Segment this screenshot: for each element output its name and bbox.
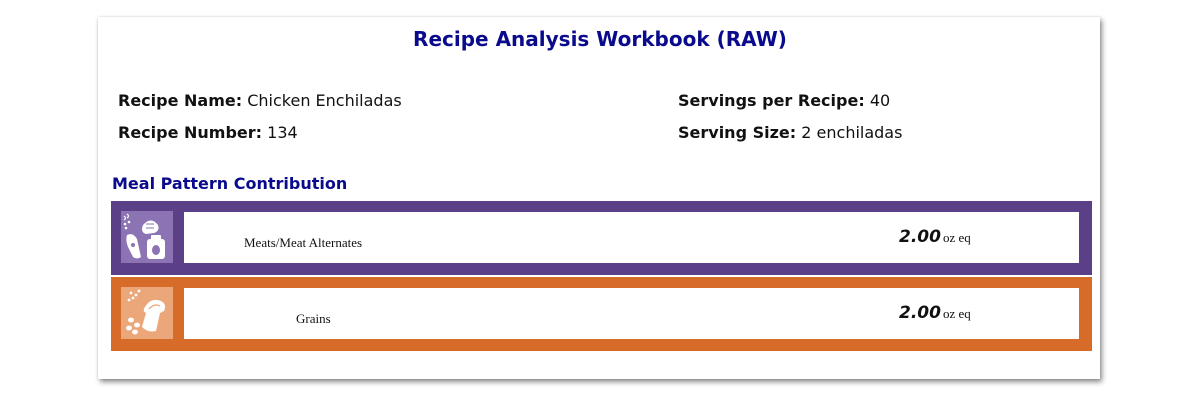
recipe-name-value: Chicken Enchiladas [247,91,402,110]
amount-value: 2.00 [899,227,941,247]
serving-size-value: 2 enchiladas [801,123,903,142]
amount-unit: oz eq [942,306,971,321]
recipe-number-value: 134 [267,123,298,142]
recipe-number-label: Recipe Number: [118,123,263,142]
page-title: Recipe Analysis Workbook (RAW) [413,27,787,51]
meat-alternates-row: Meats/Meat Alternates 2.00 oz eq [111,201,1092,275]
grains-panel: Grains 2.00 oz eq [184,288,1079,339]
servings-value: 40 [869,91,891,110]
meal-pattern-heading: Meal Pattern Contribution [112,174,348,193]
component-label: Grains [296,311,331,326]
serving-size-label: Serving Size: [678,123,797,142]
recipe-number-field: Recipe Number: 134 [118,125,298,141]
servings-label: Servings per Recipe: [678,91,865,110]
component-label: Meats/Meat Alternates [244,235,363,250]
recipe-name-field: Recipe Name: Chicken Enchiladas [118,93,402,109]
recipe-name-label: Recipe Name: [118,91,243,110]
amount-unit: oz eq [942,230,971,245]
grains-row: Grains 2.00 oz eq [111,277,1092,351]
serving-size-field: Serving Size: 2 enchiladas [678,125,902,141]
grains-icon [121,287,173,339]
servings-field: Servings per Recipe: 40 [678,93,890,109]
meat-alternates-panel: Meats/Meat Alternates 2.00 oz eq [184,212,1079,263]
meat-alternates-icon [121,211,173,263]
component-amount: 2.00 oz eq [899,229,971,246]
amount-value: 2.00 [899,303,941,323]
component-amount: 2.00 oz eq [899,305,971,322]
